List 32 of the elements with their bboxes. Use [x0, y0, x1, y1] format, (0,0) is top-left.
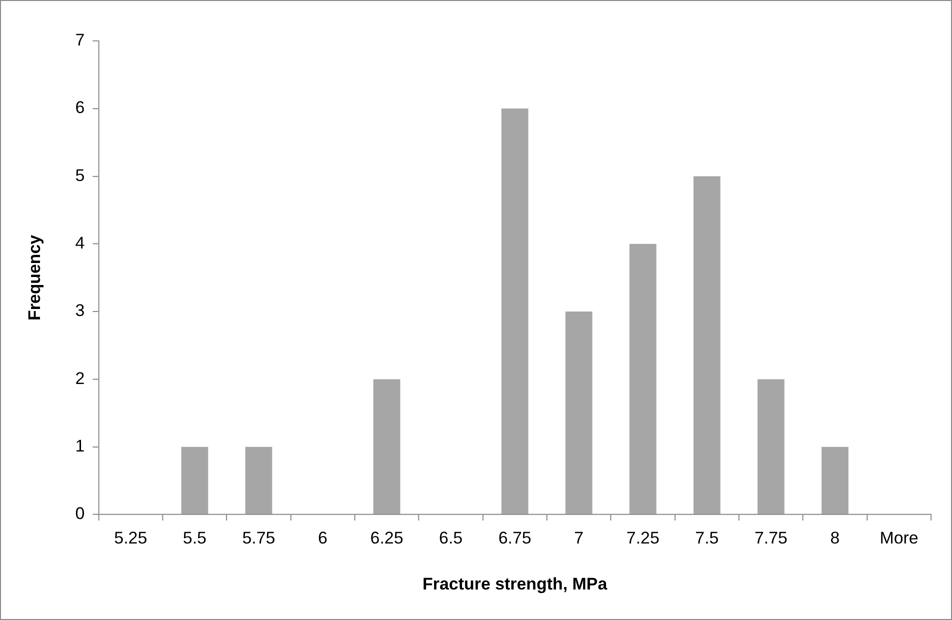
bar [693, 176, 720, 514]
x-tick-label: 6.25 [370, 528, 404, 548]
y-axis-title: Frequency [24, 234, 44, 321]
bar [629, 244, 656, 514]
x-tick-label: More [880, 528, 918, 548]
x-axis-title: Fracture strength, MPa [422, 574, 608, 594]
y-tick-label: 7 [75, 30, 85, 50]
y-tick-label: 2 [75, 368, 85, 388]
x-tick-label: 6.75 [498, 528, 532, 548]
x-tick-label: 5.5 [182, 528, 206, 548]
x-tick-label: 6.5 [439, 528, 463, 548]
y-tick-label: 0 [75, 504, 85, 524]
bar [181, 446, 208, 514]
x-tick-label: 5.75 [242, 528, 276, 548]
bar [758, 379, 784, 514]
x-tick-label: 7.25 [626, 528, 660, 548]
y-tick-label: 5 [75, 166, 85, 185]
bar [245, 446, 272, 514]
x-tick-label: 7.75 [754, 528, 788, 548]
x-tick-label: 7 [574, 528, 584, 548]
bar [822, 446, 848, 514]
y-tick-label: 3 [75, 301, 85, 320]
y-tick-label: 6 [75, 98, 85, 118]
x-tick-label: 6 [318, 528, 328, 548]
bar [501, 108, 528, 514]
y-tick-label: 4 [75, 234, 85, 253]
x-tick-label: 8 [830, 528, 840, 548]
bar [565, 312, 592, 514]
x-tick-label: 7.5 [695, 528, 719, 548]
y-tick-label: 1 [75, 436, 85, 456]
bar [373, 379, 400, 514]
x-tick-label: 5.25 [114, 528, 148, 548]
